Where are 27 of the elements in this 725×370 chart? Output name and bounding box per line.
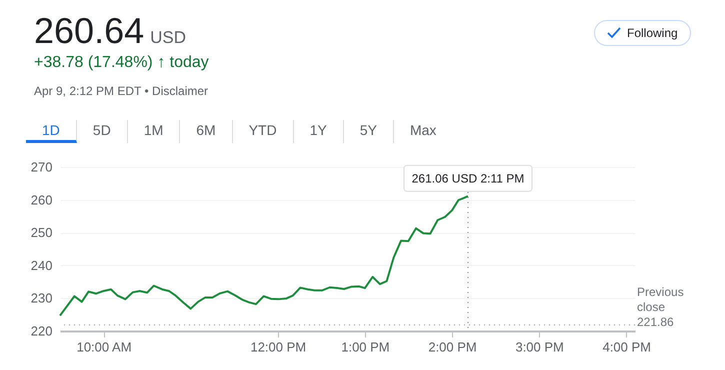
chart-title: 260.64 USD (34, 10, 186, 51)
text: Max (408, 121, 438, 140)
text: Apr 9, 2:12 PM EDT • Disclaimer (34, 84, 208, 98)
y-tick-label: 250 (30, 225, 52, 240)
annotation: 261.06 USD 2:11 PM (412, 171, 524, 186)
y-tick-label: 230 (30, 290, 52, 306)
text: 6M (180, 120, 233, 143)
text: 5Y (344, 120, 394, 143)
text: 5D (76, 120, 128, 143)
x-tick-label: 12:00 PM (250, 340, 306, 354)
x-tick-label: 4:00 PM (602, 340, 651, 354)
text: Following (627, 26, 678, 40)
ref-line-label: Previous close 221.86 (637, 284, 684, 329)
text: YTD (232, 120, 294, 143)
text: 1D (26, 120, 77, 143)
x-tick-label: 10:00 AM (76, 340, 132, 354)
text: 1Y (294, 120, 344, 143)
y-tick-label: 240 (30, 258, 52, 273)
y-tick-label: 220 (30, 324, 52, 338)
y-tick-label: 260 (30, 192, 52, 208)
y-tick-label: 270 (30, 160, 52, 174)
line-series (59, 195, 469, 317)
x-tick-label: 2:00 PM (428, 340, 477, 354)
text: 1M (128, 120, 180, 143)
x-tick-label: 3:00 PM (515, 340, 564, 354)
x-tick-label: 1:00 PM (341, 340, 390, 354)
chart-subtitle: +38.78 (17.48%) ↑ today (34, 54, 209, 72)
